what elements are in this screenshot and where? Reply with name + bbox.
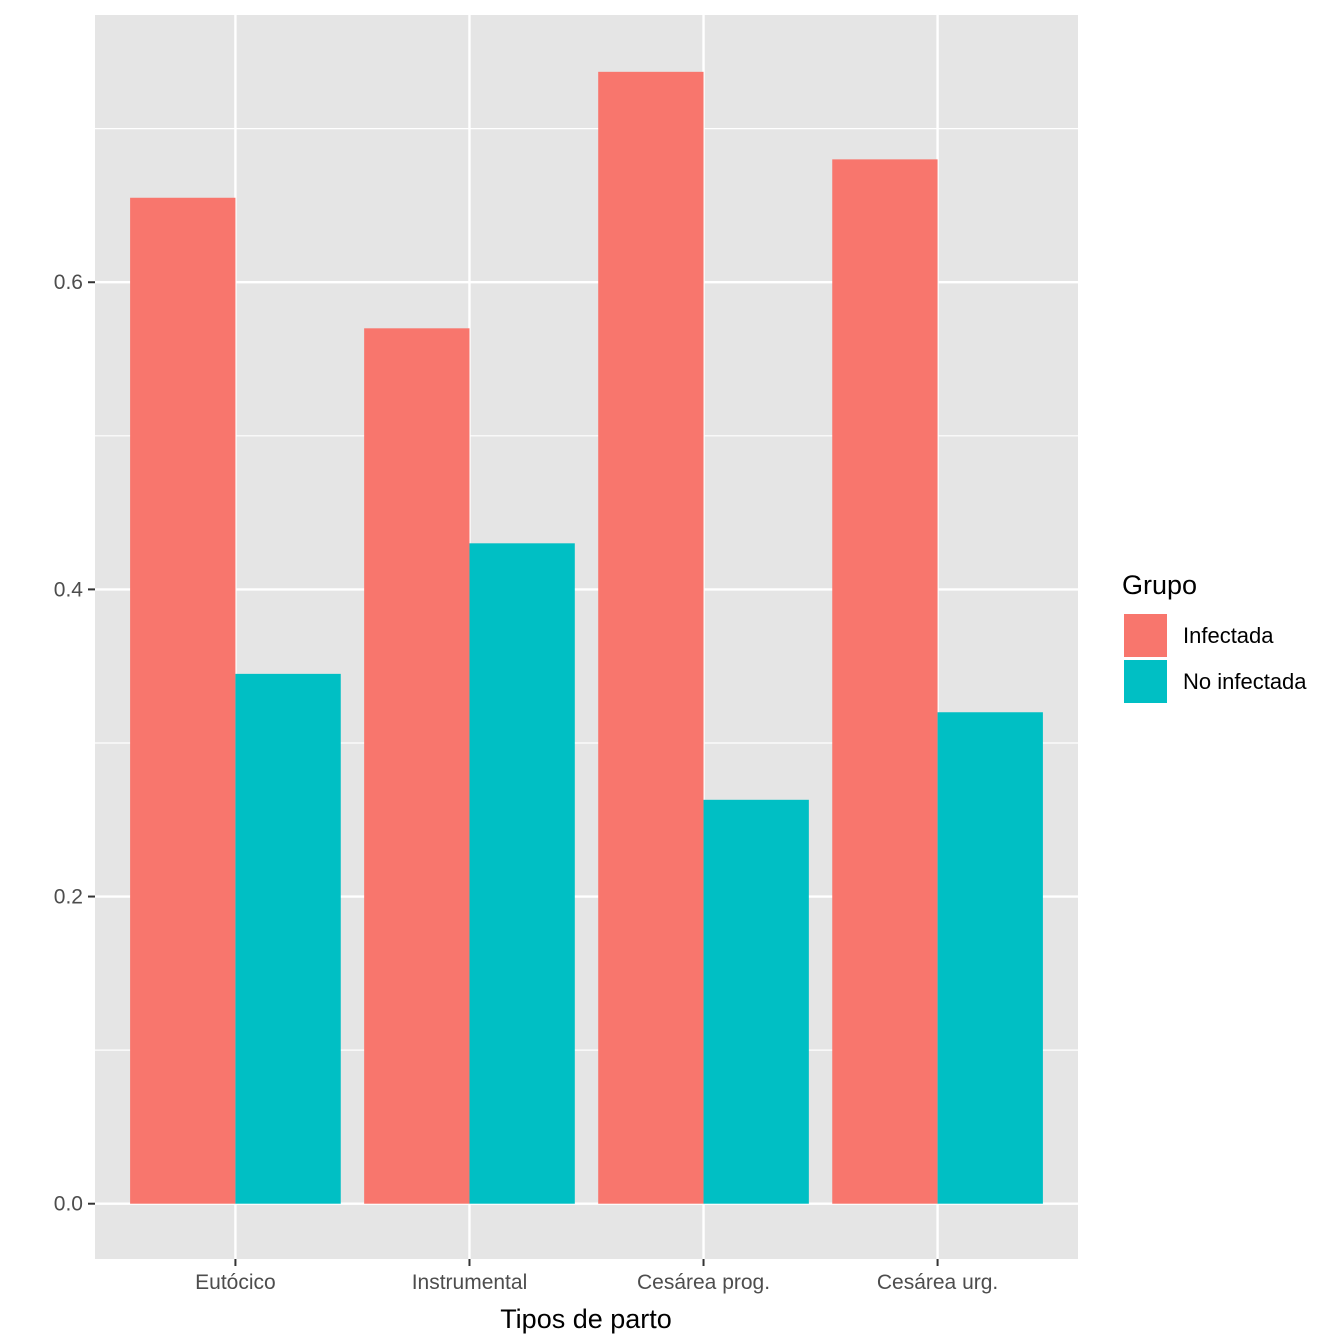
bar-infectada-2: [364, 328, 470, 1204]
x-tick-label: Instrumental: [412, 1271, 528, 1294]
bar-infectada-3: [598, 71, 704, 1204]
bar-no-infectada-2: [469, 543, 575, 1204]
x-tick-label: Eutócico: [195, 1271, 276, 1294]
bars: [130, 71, 1043, 1204]
bar-no-infectada-1: [235, 673, 341, 1204]
y-tick-label: 0.0: [54, 1193, 83, 1216]
x-axis-title: Tipos de parto: [500, 1304, 672, 1334]
x-tick-label: Cesárea urg.: [877, 1271, 998, 1294]
legend-label: No infectada: [1183, 669, 1307, 694]
legend: Grupo Infectada No infectada: [1122, 570, 1307, 705]
axes: 0.0 0.2 0.4 0.6 Eutócico Instrumental Cesárea …: [54, 271, 998, 1294]
bar-infectada-1: [130, 197, 236, 1204]
legend-key-infectada: [1122, 612, 1169, 659]
y-tick-label: 0.6: [54, 271, 83, 294]
x-tick-label: Cesárea prog.: [637, 1271, 770, 1294]
bar-no-infectada-4: [937, 712, 1043, 1204]
bar-infectada-4: [832, 159, 938, 1204]
legend-title: Grupo: [1122, 570, 1197, 600]
bar-no-infectada-3: [703, 799, 809, 1204]
legend-key-no-infectada: [1122, 658, 1169, 705]
legend-label: Infectada: [1183, 623, 1274, 648]
y-tick-label: 0.2: [54, 886, 83, 909]
y-tick-label: 0.4: [54, 578, 84, 601]
